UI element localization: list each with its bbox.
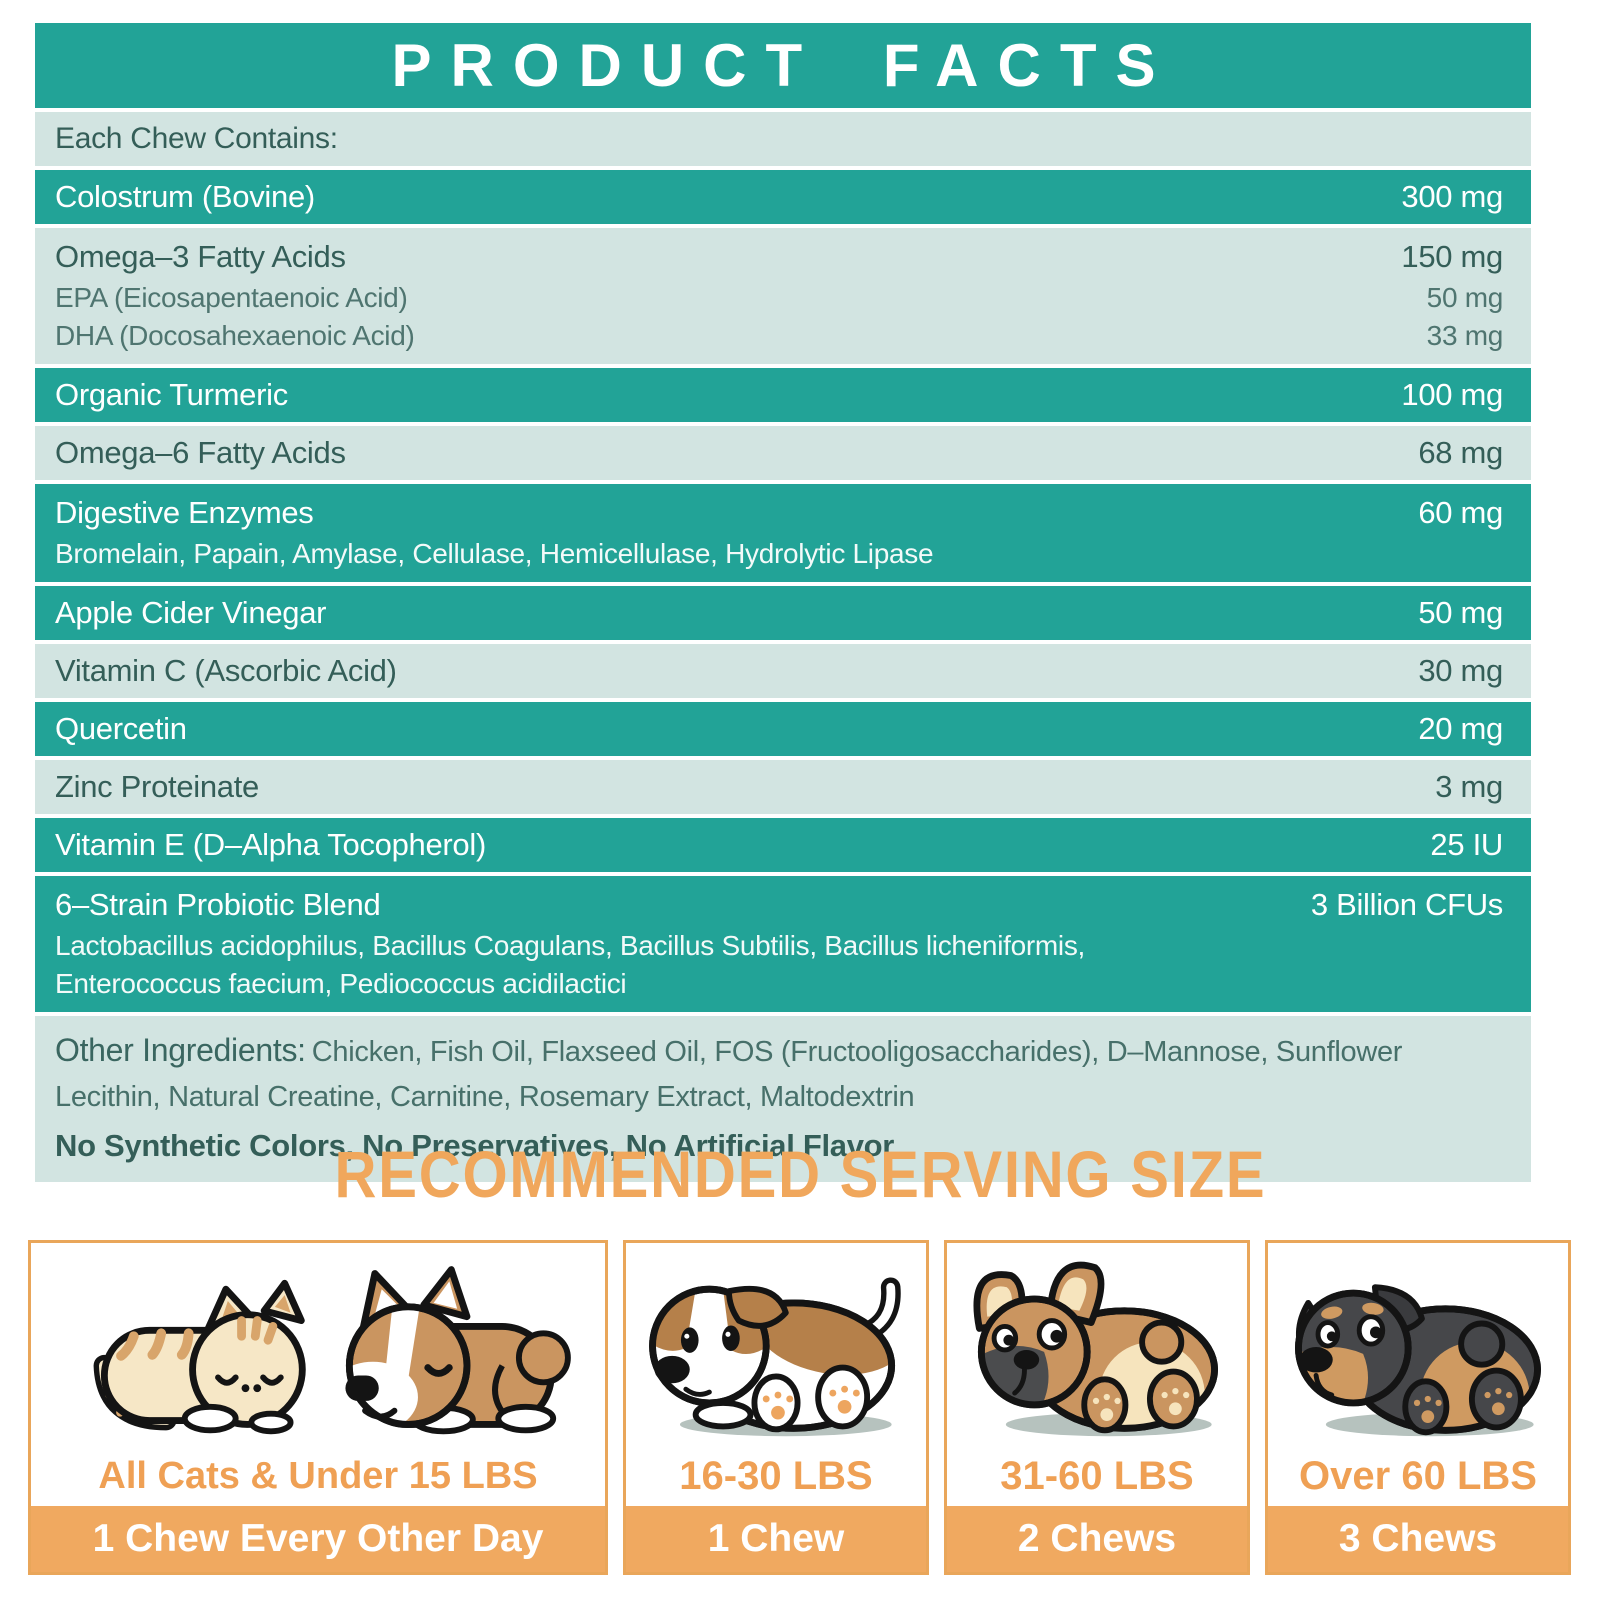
- row-omega6: Omega–6 Fatty Acids 68 mg: [35, 426, 1531, 480]
- ingredient-name: Zinc Proteinate: [55, 769, 259, 804]
- ingredient-name: Digestive Enzymes: [55, 495, 314, 530]
- ingredient-name: 6–Strain Probiotic Blend: [55, 887, 381, 922]
- row-turmeric: Organic Turmeric 100 mg: [35, 368, 1531, 422]
- ingredient-amount: 25 IU: [1430, 827, 1503, 862]
- sub-ingredient-name: EPA (Eicosapentaenoic Acid): [55, 282, 408, 313]
- serving-card-16-30lbs: 16-30 LBS 1 Chew: [623, 1240, 929, 1575]
- ingredient-name: Quercetin: [55, 711, 187, 746]
- product-facts-header: PRODUCT FACTS: [35, 23, 1531, 108]
- ingredient-name: Omega–3 Fatty Acids: [55, 239, 346, 274]
- ingredient-amount: 100 mg: [1401, 377, 1503, 412]
- serving-card-weight-label: All Cats & Under 15 LBS: [98, 1454, 538, 1497]
- ingredient-amount: 3 Billion CFUs: [1310, 887, 1503, 922]
- sub-ingredient-name: Lactobacillus acidophilus, Bacillus Coag…: [55, 930, 1086, 961]
- ingredient-sub-line: Lactobacillus acidophilus, Bacillus Coag…: [55, 927, 1503, 965]
- ingredient-amount: 20 mg: [1418, 711, 1503, 746]
- product-facts-table: PRODUCT FACTS Each Chew Contains: Colost…: [35, 23, 1531, 1182]
- ingredient-sub-line: EPA (Eicosapentaenoic Acid) 50 mg: [55, 279, 1503, 317]
- rottweiler-illustration: [1295, 1284, 1541, 1437]
- serving-card-over-60lbs: Over 60 LBS 3 Chews: [1265, 1240, 1571, 1575]
- ingredient-name: Apple Cider Vinegar: [55, 595, 327, 630]
- other-ingredients-block: Other Ingredients: Chicken, Fish Oil, Fla…: [35, 1016, 1531, 1182]
- ingredient-amount: 300 mg: [1401, 179, 1503, 214]
- sub-ingredient-name: Bromelain, Papain, Amylase, Cellulase, H…: [55, 538, 934, 569]
- sub-ingredient-name: DHA (Docosahexaenoic Acid): [55, 320, 415, 351]
- serving-card-31-60lbs: 31-60 LBS 2 Chews: [944, 1240, 1250, 1575]
- product-facts-title: PRODUCT FACTS: [391, 32, 1175, 99]
- sub-ingredient-name: Enterococcus faecium, Pediococcus acidil…: [55, 968, 627, 999]
- ingredient-main-line: Omega–3 Fatty Acids 150 mg: [55, 235, 1503, 279]
- row-apple-cider-vinegar: Apple Cider Vinegar 50 mg: [35, 586, 1531, 640]
- serving-size-cards: All Cats & Under 15 LBS 1 Chew Every Oth…: [28, 1240, 1571, 1575]
- beagle-puppy-illustration: [649, 1277, 901, 1437]
- french-bulldog-illustration: [973, 1261, 1219, 1437]
- row-colostrum: Colostrum (Bovine) 300 mg: [35, 170, 1531, 224]
- ingredient-sub-line: Bromelain, Papain, Amylase, Cellulase, H…: [55, 535, 1503, 573]
- serving-card-weight-label: Over 60 LBS: [1299, 1453, 1537, 1498]
- serving-card-dose: 2 Chews: [947, 1506, 1247, 1572]
- ingredient-amount: 3 mg: [1435, 769, 1503, 804]
- row-vitamin-c: Vitamin C (Ascorbic Acid) 30 mg: [35, 644, 1531, 698]
- ingredient-amount: 50 mg: [1418, 595, 1503, 630]
- serving-size-heading-text: RECOMMENDED SERVING SIZE: [334, 1137, 1266, 1211]
- other-ingredients-text: Chicken, Fish Oil, Flaxseed Oil, FOS (Fr…: [55, 1036, 1403, 1113]
- no-additives-claims: No Synthetic Colors, No Preservatives, N…: [55, 1128, 895, 1163]
- ingredient-amount: 150 mg: [1401, 239, 1503, 274]
- serving-card-weight-label: 31-60 LBS: [1000, 1453, 1194, 1498]
- sub-ingredient-amount: 33 mg: [1426, 320, 1504, 351]
- ingredient-name: Organic Turmeric: [55, 377, 288, 412]
- serving-card-dose: 1 Chew: [626, 1506, 926, 1572]
- ingredient-name: Vitamin E (D–Alpha Tocopherol): [55, 827, 486, 862]
- ingredient-amount: 60 mg: [1418, 495, 1503, 530]
- other-ingredients-paragraph: Other Ingredients: Chicken, Fish Oil, Fla…: [55, 1028, 1491, 1120]
- sleeping-cat-and-corgi-illustration: [93, 1266, 571, 1435]
- ingredient-main-line: Digestive Enzymes 60 mg: [55, 491, 1503, 535]
- row-probiotic-blend: 6–Strain Probiotic Blend 3 Billion CFUs …: [35, 876, 1531, 1012]
- row-omega3: Omega–3 Fatty Acids 150 mg EPA (Eicosape…: [35, 228, 1531, 364]
- row-quercetin: Quercetin 20 mg: [35, 702, 1531, 756]
- serving-size-heading: RECOMMENDED SERVING SIZE: [0, 1136, 1600, 1212]
- french-bulldog-icon: [947, 1243, 1247, 1446]
- ingredient-sub-line: DHA (Docosahexaenoic Acid) 33 mg: [55, 317, 1503, 355]
- row-zinc: Zinc Proteinate 3 mg: [35, 760, 1531, 814]
- serving-card-dose: 3 Chews: [1268, 1506, 1568, 1572]
- row-vitamin-e: Vitamin E (D–Alpha Tocopherol) 25 IU: [35, 818, 1531, 872]
- ingredient-amount: 68 mg: [1418, 435, 1503, 470]
- ingredient-name: Omega–6 Fatty Acids: [55, 435, 346, 470]
- other-ingredients-label: Other Ingredients:: [55, 1032, 306, 1068]
- ingredient-name: Vitamin C (Ascorbic Acid): [55, 653, 397, 688]
- ingredient-main-line: 6–Strain Probiotic Blend 3 Billion CFUs: [55, 883, 1503, 927]
- serving-card-under-15lbs: All Cats & Under 15 LBS 1 Chew Every Oth…: [28, 1240, 608, 1575]
- serving-card-dose: 1 Chew Every Other Day: [31, 1506, 605, 1572]
- serving-card-weight-label: 16-30 LBS: [679, 1453, 873, 1498]
- each-chew-label: Each Chew Contains:: [55, 122, 338, 155]
- ingredient-rows: Each Chew Contains: Colostrum (Bovine) 3…: [35, 112, 1531, 1182]
- sub-ingredient-amount: 50 mg: [1426, 282, 1504, 313]
- ingredient-name: Colostrum (Bovine): [55, 179, 315, 214]
- ingredient-amount: 30 mg: [1418, 653, 1503, 688]
- row-digestive-enzymes: Digestive Enzymes 60 mg Bromelain, Papai…: [35, 484, 1531, 582]
- each-chew-row: Each Chew Contains:: [35, 112, 1531, 166]
- cat-and-corgi-icon: [31, 1243, 605, 1446]
- ingredient-sub-line: Enterococcus faecium, Pediococcus acidil…: [55, 965, 1503, 1003]
- beagle-icon: [626, 1243, 926, 1446]
- rottweiler-icon: [1268, 1243, 1568, 1446]
